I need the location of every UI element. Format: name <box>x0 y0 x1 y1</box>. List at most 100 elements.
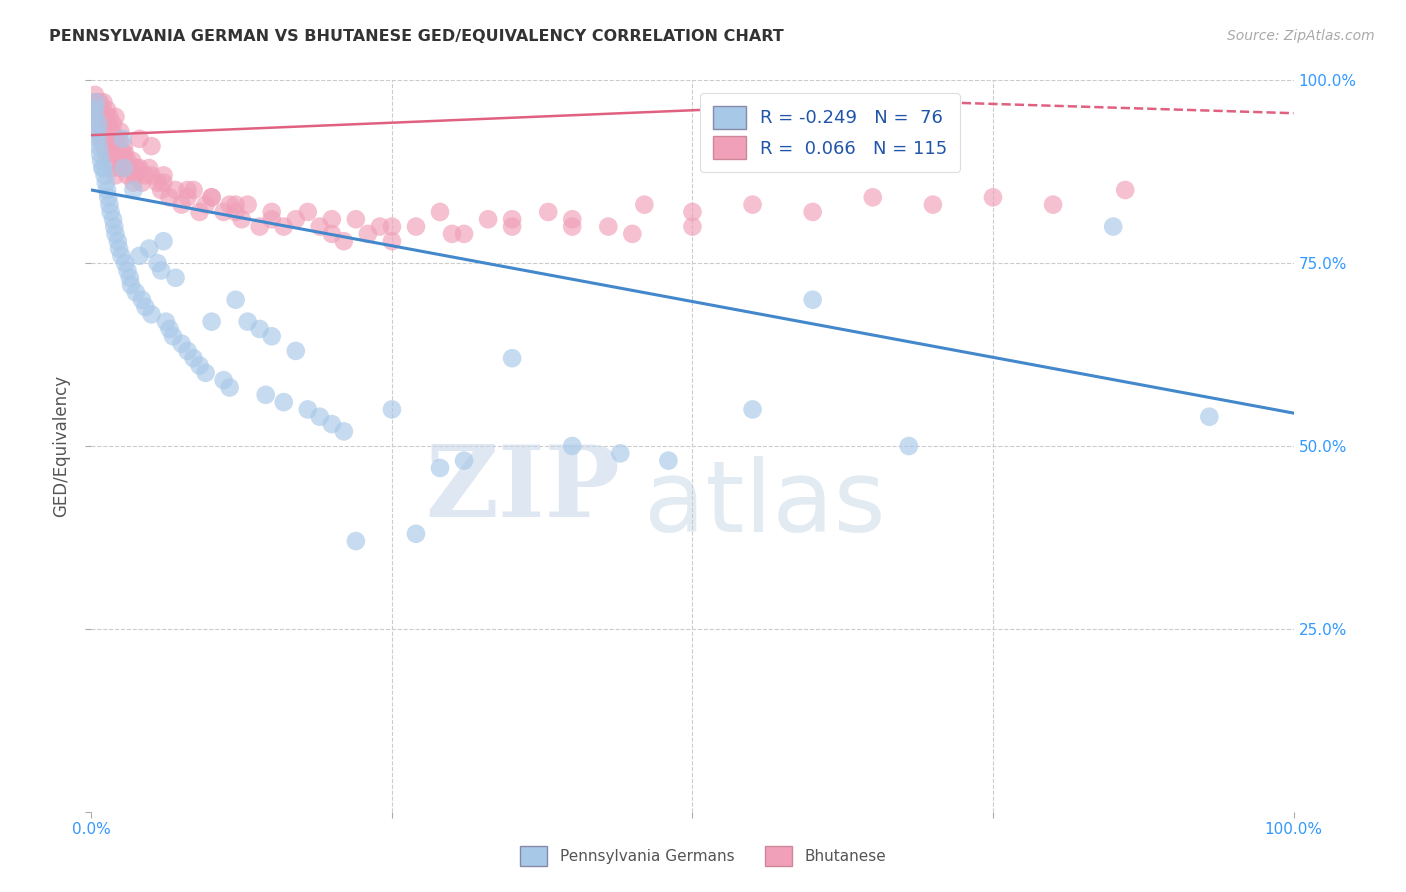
Point <box>273 395 295 409</box>
Point <box>94 176 117 190</box>
Point <box>104 110 127 124</box>
Point <box>1198 409 1220 424</box>
Point <box>87 117 110 131</box>
Point <box>96 183 118 197</box>
Point <box>131 293 153 307</box>
Point <box>111 132 134 146</box>
Point <box>101 117 124 131</box>
Point <box>801 205 824 219</box>
Text: Source: ZipAtlas.com: Source: ZipAtlas.com <box>1227 29 1375 43</box>
Point <box>152 176 174 190</box>
Point <box>84 117 107 131</box>
Point <box>114 256 136 270</box>
Point <box>103 219 125 234</box>
Point <box>104 227 127 241</box>
Point <box>981 190 1004 204</box>
Point <box>90 110 112 124</box>
Point <box>134 169 156 183</box>
Point <box>87 103 110 117</box>
Point <box>321 417 343 431</box>
Point <box>138 161 160 175</box>
Point <box>105 146 128 161</box>
Point <box>84 103 107 117</box>
Point <box>138 242 160 256</box>
Point <box>381 234 404 248</box>
Point <box>89 117 111 131</box>
Point <box>429 205 451 219</box>
Point <box>84 110 107 124</box>
Point <box>128 161 150 175</box>
Point <box>561 212 583 227</box>
Point <box>284 212 307 227</box>
Point <box>97 190 120 204</box>
Point <box>218 197 240 211</box>
Point <box>89 146 111 161</box>
Point <box>218 380 240 394</box>
Point <box>104 132 127 146</box>
Point <box>152 234 174 248</box>
Point <box>862 190 884 204</box>
Legend: Pennsylvania Germans, Bhutanese: Pennsylvania Germans, Bhutanese <box>512 838 894 873</box>
Point <box>194 197 217 211</box>
Point <box>107 234 129 248</box>
Point <box>93 161 115 175</box>
Point <box>84 110 107 124</box>
Point <box>188 205 211 219</box>
Point <box>333 425 356 439</box>
Point <box>118 270 141 285</box>
Point <box>381 219 404 234</box>
Point <box>249 322 271 336</box>
Point <box>150 263 173 277</box>
Point <box>93 117 115 131</box>
Point <box>121 153 143 168</box>
Point <box>537 205 560 219</box>
Point <box>128 249 150 263</box>
Point <box>86 95 108 110</box>
Point <box>260 205 283 219</box>
Point <box>170 336 193 351</box>
Point <box>344 534 367 549</box>
Point <box>107 139 129 153</box>
Point <box>98 110 121 124</box>
Point <box>141 169 163 183</box>
Point <box>101 212 124 227</box>
Point <box>90 153 112 168</box>
Point <box>405 526 427 541</box>
Point <box>122 183 145 197</box>
Point <box>201 315 224 329</box>
Text: ZIP: ZIP <box>426 442 620 539</box>
Point <box>273 219 295 234</box>
Point <box>1042 197 1064 211</box>
Point <box>183 351 205 366</box>
Point <box>477 212 499 227</box>
Point <box>86 110 108 124</box>
Point <box>91 161 114 175</box>
Point <box>94 110 117 124</box>
Point <box>152 169 174 183</box>
Point <box>98 197 121 211</box>
Point <box>357 227 380 241</box>
Point <box>598 219 620 234</box>
Point <box>183 183 205 197</box>
Point <box>231 212 253 227</box>
Point <box>110 249 132 263</box>
Point <box>146 176 169 190</box>
Point <box>176 343 198 358</box>
Point <box>201 190 224 204</box>
Point <box>146 256 169 270</box>
Point <box>801 293 824 307</box>
Point <box>681 205 703 219</box>
Point <box>453 453 475 467</box>
Point <box>561 219 583 234</box>
Point <box>297 402 319 417</box>
Point <box>249 219 271 234</box>
Point <box>93 139 115 153</box>
Point <box>260 212 283 227</box>
Point <box>83 95 105 110</box>
Y-axis label: GED/Equivalency: GED/Equivalency <box>52 375 70 517</box>
Point <box>225 205 247 219</box>
Point <box>110 124 132 138</box>
Point <box>284 343 307 358</box>
Point <box>308 409 330 424</box>
Point <box>254 388 277 402</box>
